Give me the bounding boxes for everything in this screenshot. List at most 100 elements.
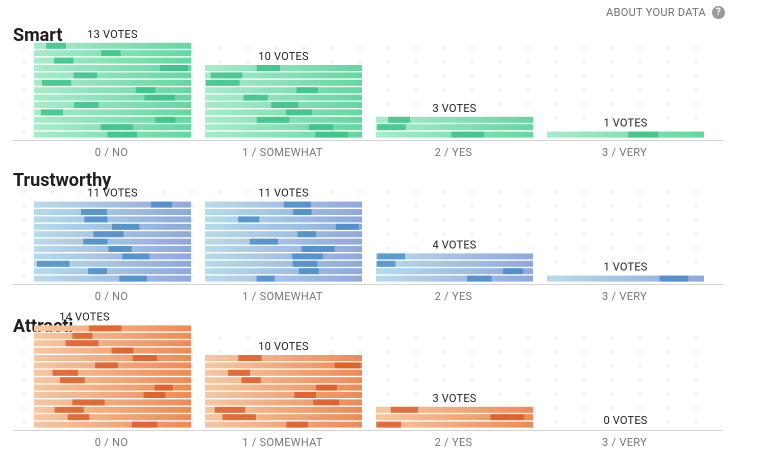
vote-highlight (286, 421, 308, 428)
grid-dot (638, 392, 642, 396)
bar[interactable] (376, 253, 533, 282)
grid-dot (358, 46, 362, 50)
grid-dot (638, 46, 642, 50)
vote-row (205, 268, 362, 275)
grid-dot (610, 102, 614, 106)
grid-dot (582, 232, 586, 236)
bar[interactable] (376, 406, 533, 428)
category-label: 3 / VERY (602, 436, 647, 449)
vote-row (34, 355, 191, 361)
grid-dot (302, 60, 306, 64)
bar[interactable] (34, 201, 191, 282)
vote-row (205, 201, 362, 208)
grid-dot (22, 392, 26, 396)
vote-row (205, 246, 362, 252)
vote-row (376, 421, 533, 428)
vote-highlight (451, 131, 485, 138)
vote-row (34, 201, 191, 208)
vote-highlight (107, 131, 138, 138)
grid-dot (694, 218, 698, 222)
bar[interactable] (34, 325, 191, 428)
grid-dot (190, 350, 194, 354)
grid-dot (498, 232, 502, 236)
grid-dot (386, 218, 390, 222)
vote-highlight (101, 50, 121, 57)
bar[interactable] (205, 355, 362, 428)
vote-highlight (313, 399, 340, 406)
vote-highlight (132, 355, 157, 361)
vote-row (376, 275, 533, 282)
vote-row (34, 421, 191, 428)
bar[interactable] (376, 116, 533, 138)
vote-row (205, 87, 362, 94)
grid-dot (554, 204, 558, 208)
vote-highlight (227, 369, 251, 376)
vote-row (376, 414, 533, 421)
vote-highlight (503, 268, 524, 275)
grid-dot (638, 88, 642, 92)
vote-highlight (84, 216, 108, 223)
grid-dot (694, 392, 698, 396)
grid-dot (50, 190, 54, 194)
help-icon[interactable]: ? (712, 6, 725, 19)
grid-dot (22, 364, 26, 368)
vote-highlight (144, 94, 176, 101)
grid-dot (386, 88, 390, 92)
vote-highlight (210, 72, 243, 79)
grid-dot (274, 350, 278, 354)
grid-dot (610, 60, 614, 64)
vote-count-label: 3 VOTES (432, 392, 476, 405)
bar[interactable] (34, 42, 191, 138)
category-label: 0 / NO (95, 290, 128, 303)
vote-highlight (40, 109, 64, 116)
grid-dot (554, 190, 558, 194)
vote-highlight (93, 231, 124, 238)
grid-dot (190, 274, 194, 278)
grid-dot (526, 336, 530, 340)
vote-count-label: 3 VOTES (432, 102, 476, 115)
bar[interactable] (547, 131, 704, 138)
grid-dot (330, 350, 334, 354)
grid-dot (582, 204, 586, 208)
category-label: 3 / VERY (602, 290, 647, 303)
grid-dot (666, 336, 670, 340)
grid-dot (22, 260, 26, 264)
grid-dot (554, 350, 558, 354)
grid-dot (414, 60, 418, 64)
vote-row (205, 392, 362, 398)
grid-dot (246, 350, 250, 354)
bar[interactable] (547, 275, 704, 282)
vote-highlight (108, 246, 132, 252)
grid-dot (442, 60, 446, 64)
vote-highlight (256, 116, 290, 123)
grid-dot (582, 190, 586, 194)
vote-row (34, 369, 191, 376)
grid-dot (554, 392, 558, 396)
grid-dot (302, 46, 306, 50)
grid-dot (470, 190, 474, 194)
vote-highlight (81, 209, 107, 215)
vote-highlight (376, 421, 401, 428)
grid-dot (694, 378, 698, 382)
bar[interactable] (205, 65, 362, 138)
vote-row (205, 253, 362, 260)
vote-row (205, 238, 362, 245)
vote-row (205, 384, 362, 391)
grid-dot (470, 88, 474, 92)
category-label: 0 / NO (95, 436, 128, 449)
grid-dot (358, 60, 362, 64)
vote-highlight (256, 275, 275, 282)
vote-highlight (315, 384, 337, 391)
about-your-data-link[interactable]: ABOUT YOUR DATA ? (606, 6, 725, 19)
grid-dot (22, 116, 26, 120)
grid-dot (694, 406, 698, 410)
vote-row (205, 223, 362, 230)
grid-dot (470, 46, 474, 50)
grid-dot (414, 246, 418, 250)
vote-row (34, 94, 191, 101)
vote-highlight (72, 332, 93, 339)
grid-dot (190, 378, 194, 382)
grid-dot (218, 336, 222, 340)
grid-dot (302, 350, 306, 354)
bar[interactable] (205, 201, 362, 282)
